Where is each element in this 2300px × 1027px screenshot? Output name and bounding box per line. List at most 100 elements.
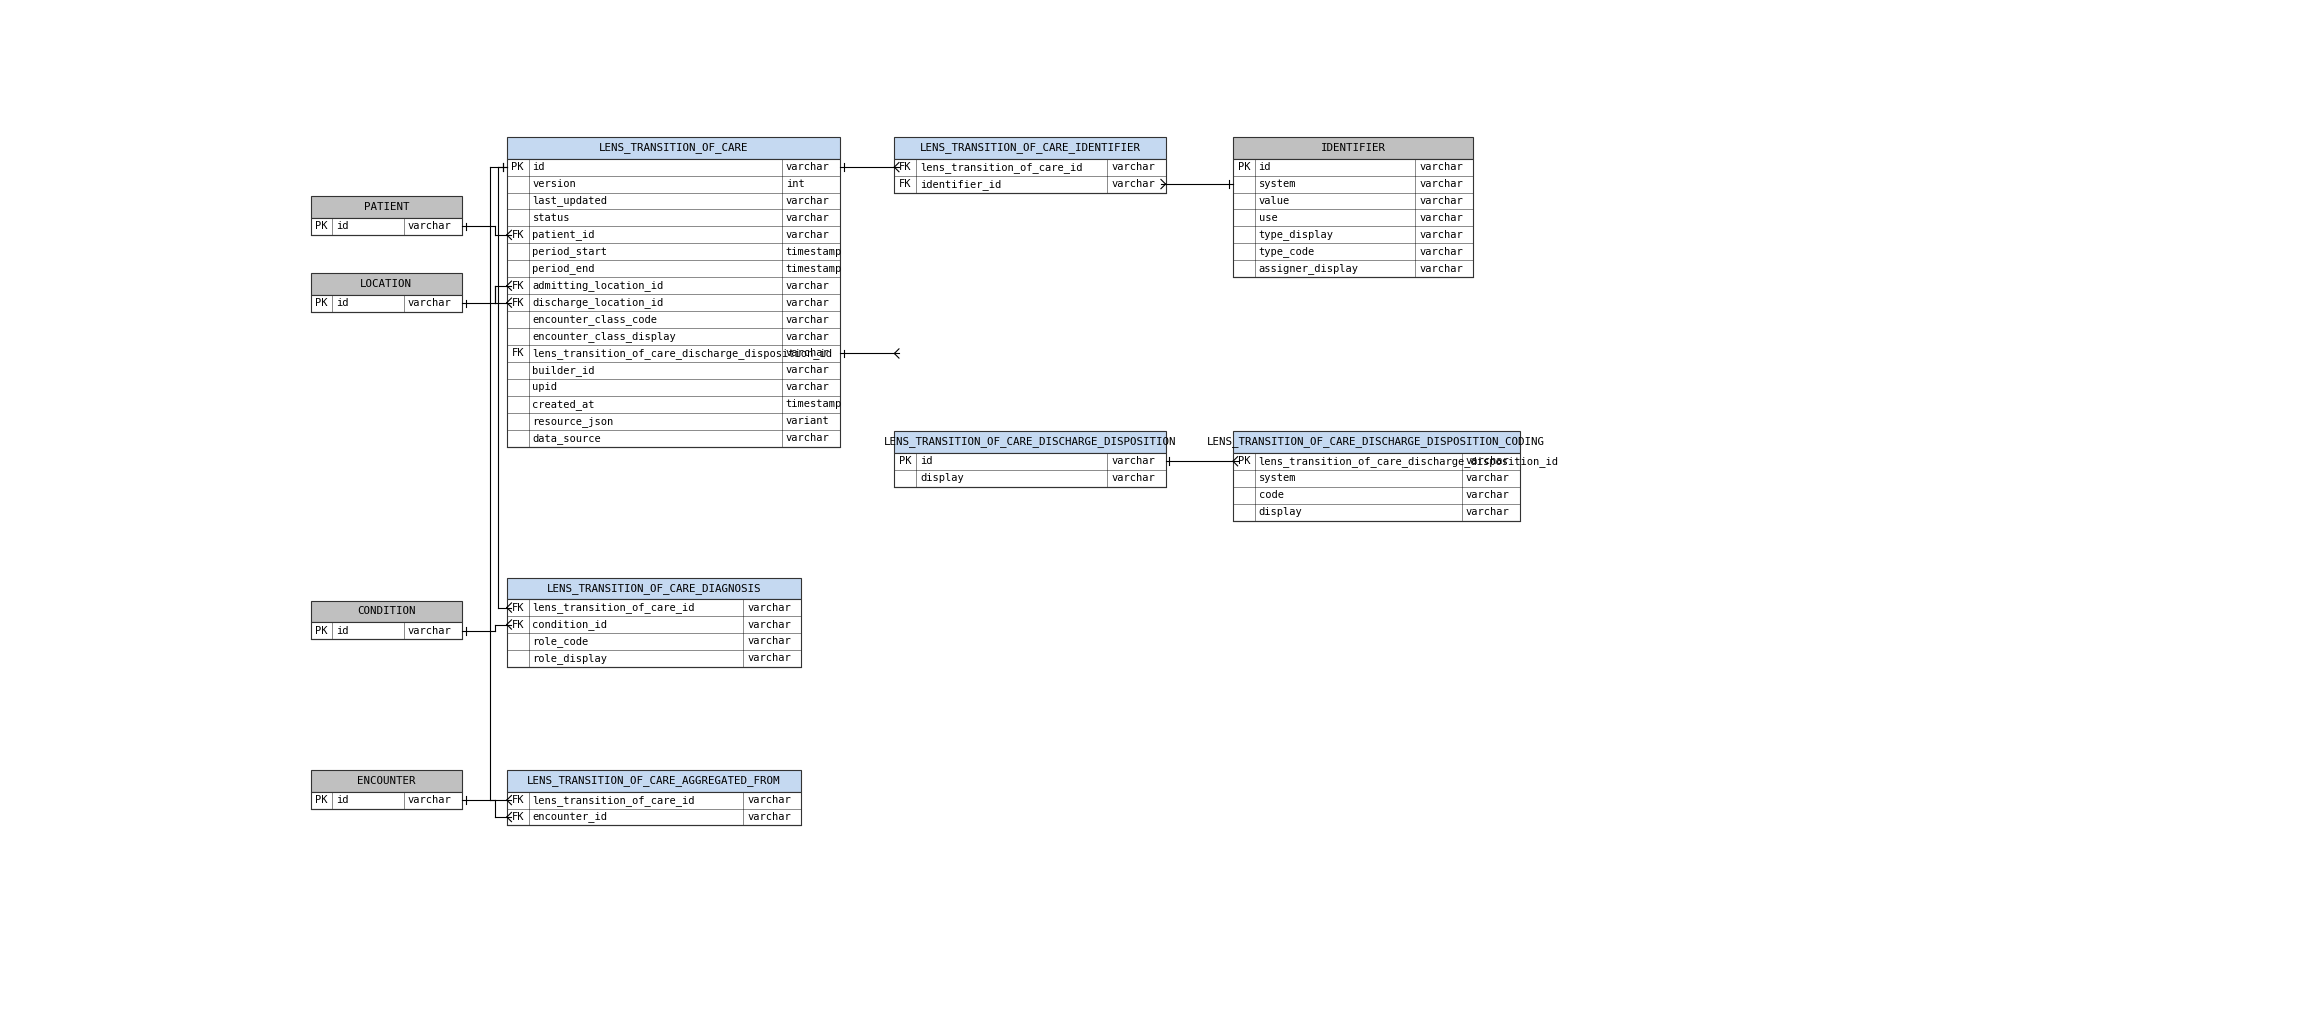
Text: last_updated: last_updated [531, 195, 607, 206]
Bar [506, 770, 800, 792]
Text: version: version [531, 179, 575, 189]
Text: lens_transition_of_care_discharge_disposition_id: lens_transition_of_care_discharge_dispos… [1258, 456, 1559, 466]
Bar [1233, 431, 1520, 453]
Text: value: value [1258, 196, 1290, 206]
Text: FK: FK [511, 230, 524, 240]
Text: timestamp: timestamp [787, 246, 842, 257]
Text: status: status [531, 213, 570, 223]
Text: varchar: varchar [787, 213, 830, 223]
Text: type_display: type_display [1258, 229, 1334, 240]
Text: varchar: varchar [748, 619, 791, 630]
Text: period_start: period_start [531, 246, 607, 258]
Text: id: id [336, 222, 350, 231]
Text: LOCATION: LOCATION [361, 279, 412, 290]
Text: lens_transition_of_care_id: lens_transition_of_care_id [531, 795, 695, 805]
Text: LENS_TRANSITION_OF_CARE_DISCHARGE_DISPOSITION_CODING: LENS_TRANSITION_OF_CARE_DISCHARGE_DISPOS… [1208, 436, 1546, 448]
Text: varchar: varchar [748, 637, 791, 646]
Text: varchar: varchar [787, 314, 830, 325]
Bar [310, 295, 462, 312]
Text: system: system [1258, 473, 1297, 484]
Text: id: id [1258, 162, 1272, 173]
Text: variant: variant [787, 416, 830, 426]
Text: ENCOUNTER: ENCOUNTER [356, 775, 416, 786]
Text: PK: PK [1237, 456, 1251, 466]
Text: use: use [1258, 213, 1277, 223]
Text: varchar: varchar [787, 298, 830, 308]
Text: created_at: created_at [531, 398, 596, 410]
Text: varchar: varchar [1111, 473, 1155, 484]
Text: lens_transition_of_care_id: lens_transition_of_care_id [531, 602, 695, 613]
Bar [310, 792, 462, 808]
Text: FK: FK [511, 795, 524, 805]
Text: data_source: data_source [531, 432, 600, 444]
Bar [1233, 158, 1474, 277]
Bar [895, 453, 1166, 487]
Bar [895, 137, 1166, 158]
Text: varchar: varchar [787, 382, 830, 392]
Text: id: id [336, 299, 350, 308]
Text: encounter_class_display: encounter_class_display [531, 331, 676, 342]
Bar [1233, 453, 1520, 521]
Text: PK: PK [315, 625, 329, 636]
Text: varchar: varchar [1419, 264, 1463, 274]
Text: resource_json: resource_json [531, 416, 614, 426]
Text: varchar: varchar [1465, 507, 1509, 517]
Text: IDENTIFIER: IDENTIFIER [1320, 143, 1385, 153]
Text: condition_id: condition_id [531, 619, 607, 630]
Bar [506, 577, 800, 599]
Bar [310, 273, 462, 295]
Text: timestamp: timestamp [787, 400, 842, 410]
Bar [895, 431, 1166, 453]
Text: period_end: period_end [531, 263, 596, 274]
Text: timestamp: timestamp [787, 264, 842, 274]
Text: FK: FK [511, 280, 524, 291]
Text: varchar: varchar [748, 603, 791, 612]
Text: varchar: varchar [1111, 456, 1155, 466]
Text: varchar: varchar [407, 795, 451, 805]
Text: varchar: varchar [407, 299, 451, 308]
Text: patient_id: patient_id [531, 229, 596, 240]
Text: varchar: varchar [407, 625, 451, 636]
Text: LENS_TRANSITION_OF_CARE_DIAGNOSIS: LENS_TRANSITION_OF_CARE_DIAGNOSIS [547, 583, 761, 594]
Text: encounter_id: encounter_id [531, 811, 607, 823]
Text: varchar: varchar [1465, 473, 1509, 484]
Text: varchar: varchar [748, 795, 791, 805]
Text: FK: FK [899, 162, 911, 173]
Text: PK: PK [1237, 162, 1251, 173]
Text: FK: FK [511, 348, 524, 358]
Bar [310, 622, 462, 639]
Text: role_code: role_code [531, 636, 589, 647]
Text: LENS_TRANSITION_OF_CARE_AGGREGATED_FROM: LENS_TRANSITION_OF_CARE_AGGREGATED_FROM [527, 775, 780, 787]
Text: varchar: varchar [1419, 213, 1463, 223]
Text: varchar: varchar [787, 433, 830, 444]
Text: id: id [336, 625, 350, 636]
Text: FK: FK [899, 179, 911, 189]
Text: lens_transition_of_care_discharge_disposition_id: lens_transition_of_care_discharge_dispos… [531, 348, 833, 358]
Text: varchar: varchar [787, 280, 830, 291]
Text: upid: upid [531, 382, 557, 392]
Bar [310, 770, 462, 792]
Text: discharge_location_id: discharge_location_id [531, 297, 665, 308]
Text: identifier_id: identifier_id [920, 179, 1000, 190]
Bar [895, 158, 1166, 192]
Bar [506, 158, 840, 447]
Text: encounter_class_code: encounter_class_code [531, 314, 658, 325]
Text: display: display [1258, 507, 1302, 517]
Text: varchar: varchar [1419, 179, 1463, 189]
Text: varchar: varchar [748, 653, 791, 663]
Bar [310, 601, 462, 622]
Text: PATIENT: PATIENT [363, 202, 409, 213]
Text: varchar: varchar [1419, 230, 1463, 240]
Text: varchar: varchar [1111, 179, 1155, 189]
Bar [506, 137, 840, 158]
Text: varchar: varchar [1111, 162, 1155, 173]
Text: varchar: varchar [748, 812, 791, 822]
Text: int: int [787, 179, 805, 189]
Text: assigner_display: assigner_display [1258, 263, 1359, 274]
Text: id: id [531, 162, 545, 173]
Text: FK: FK [511, 619, 524, 630]
Text: varchar: varchar [1419, 162, 1463, 173]
Text: LENS_TRANSITION_OF_CARE: LENS_TRANSITION_OF_CARE [598, 143, 748, 153]
Text: varchar: varchar [1419, 246, 1463, 257]
Text: PK: PK [511, 162, 524, 173]
